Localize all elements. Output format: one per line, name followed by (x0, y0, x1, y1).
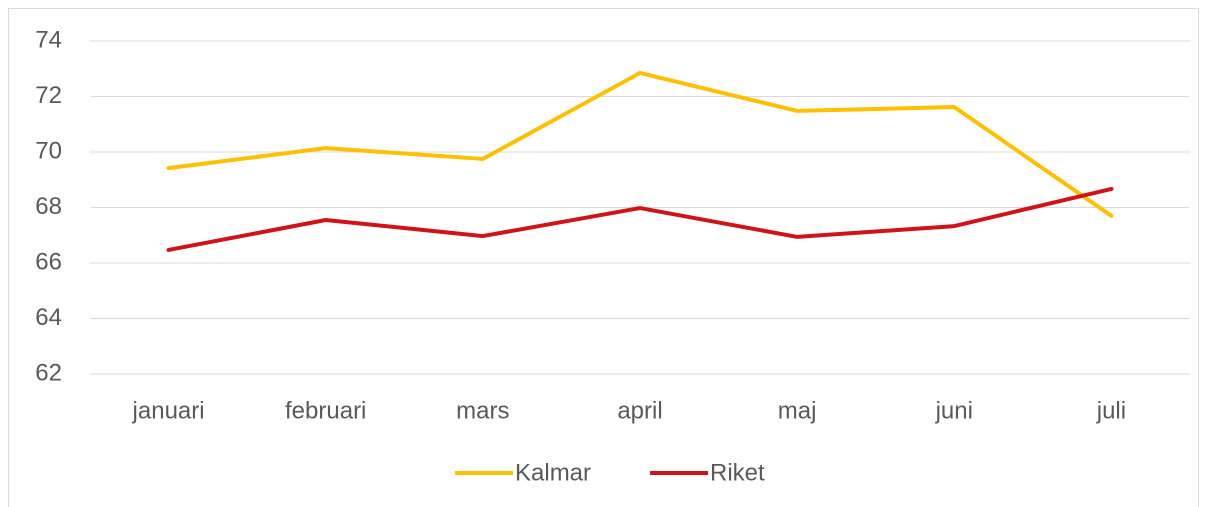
chart-frame (8, 8, 1199, 507)
x-tick-label: juli (1096, 397, 1126, 424)
y-tick-label: 64 (35, 304, 62, 331)
x-tick-label: februari (285, 397, 366, 424)
x-tick-label: maj (778, 397, 817, 424)
y-tick-label: 74 (35, 26, 62, 53)
x-tick-label: juni (935, 397, 973, 424)
x-tick-label: januari (132, 397, 205, 424)
y-tick-label: 70 (35, 137, 62, 164)
y-tick-label: 72 (35, 82, 62, 109)
legend-label: Kalmar (515, 459, 591, 486)
series-line (166, 186, 1114, 252)
x-tick-label: april (617, 397, 662, 424)
y-tick-label: 66 (35, 248, 62, 275)
y-tick-label: 68 (35, 193, 62, 220)
x-tick-label: mars (456, 397, 509, 424)
y-tick-label: 62 (35, 359, 62, 386)
series-line (166, 70, 1114, 218)
legend-label: Riket (710, 459, 765, 486)
